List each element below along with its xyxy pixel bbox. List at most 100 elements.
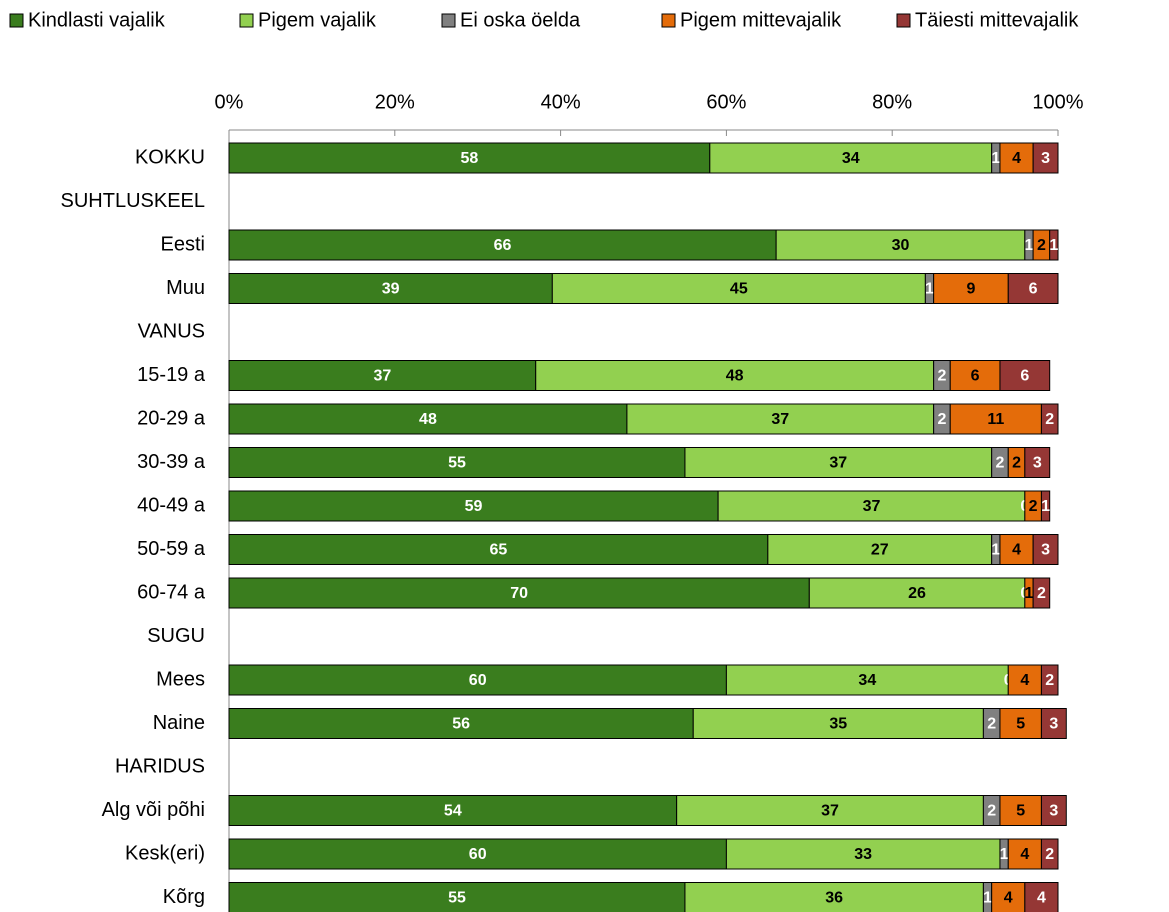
- y-tick-label: Eesti: [161, 233, 205, 255]
- legend-label: Pigem vajalik: [258, 9, 377, 31]
- data-label: 1: [1025, 237, 1034, 254]
- bar-segment: [228, 447, 686, 478]
- bar-segment: [949, 360, 1001, 391]
- data-label: 5: [1016, 716, 1025, 733]
- data-label: 34: [842, 150, 860, 167]
- y-tick-label: Kõrg: [163, 886, 205, 908]
- bar-segment: [1040, 664, 1059, 696]
- data-label: 30: [892, 237, 910, 254]
- data-label: 2: [1037, 237, 1046, 254]
- data-label: 3: [1041, 542, 1050, 559]
- y-tick-label: Kesk(eri): [125, 842, 205, 864]
- y-tick-label: 15-19 a: [137, 364, 206, 386]
- bar-segment: [999, 534, 1034, 565]
- bar-segment: [626, 403, 935, 435]
- bar-segment: [949, 403, 1042, 435]
- data-label: 3: [1041, 150, 1050, 167]
- y-tick-label: 40-49 a: [137, 494, 206, 516]
- y-tick-label: Alg või põhi: [102, 799, 205, 821]
- legend-swatch: [441, 13, 456, 28]
- bar-segment: [684, 447, 993, 478]
- data-label: 1: [925, 281, 934, 298]
- data-label: 4: [1012, 150, 1021, 167]
- data-label: 39: [382, 281, 400, 298]
- data-label: 2: [1037, 585, 1046, 602]
- data-label: 54: [444, 803, 462, 820]
- data-label: 3: [1049, 803, 1058, 820]
- legend-swatch: [239, 13, 254, 28]
- data-label: 55: [448, 455, 466, 472]
- legend-label: Pigem mittevajalik: [680, 9, 842, 31]
- data-label: 27: [871, 542, 889, 559]
- data-label: 26: [908, 585, 926, 602]
- bar-segment: [228, 360, 537, 391]
- y-tick-label: HARIDUS: [115, 755, 205, 777]
- data-label: 66: [494, 237, 512, 254]
- bar-segment: [933, 273, 1009, 304]
- data-label: 2: [987, 803, 996, 820]
- bar-segment: [1040, 708, 1067, 739]
- data-label: 6: [1029, 281, 1038, 298]
- x-tick-label: 80%: [872, 91, 912, 113]
- bar-segment: [1040, 490, 1051, 522]
- data-label: 37: [863, 498, 881, 515]
- y-tick-label: 20-29 a: [137, 407, 206, 429]
- bar-segment: [1007, 664, 1042, 696]
- y-tick-label: SUHTLUSKEEL: [61, 190, 206, 212]
- bar-segment: [228, 534, 769, 565]
- data-label: 2: [1045, 846, 1054, 863]
- data-label: 37: [829, 455, 847, 472]
- y-tick-label: KOKKU: [135, 146, 205, 168]
- legend-swatch: [9, 13, 24, 28]
- y-tick-label: Naine: [153, 712, 205, 734]
- data-label: 11: [987, 411, 1004, 428]
- data-label: 2: [1045, 411, 1054, 428]
- legend-label: Kindlasti vajalik: [28, 9, 166, 31]
- y-tick-label: SUGU: [147, 625, 205, 647]
- bar-segment: [717, 490, 1026, 522]
- data-label: 34: [858, 672, 876, 689]
- bar-segment: [1049, 229, 1059, 261]
- data-label: 6: [1020, 368, 1029, 385]
- bar-segment: [228, 708, 694, 739]
- data-label: 1: [1049, 237, 1058, 254]
- bar-segment: [228, 403, 628, 435]
- data-label: 2: [987, 716, 996, 733]
- data-label: 1: [983, 890, 992, 907]
- data-label: 4: [1004, 890, 1013, 907]
- data-label: 1: [1025, 585, 1034, 602]
- data-label: 45: [730, 281, 748, 298]
- data-label: 9: [967, 281, 976, 298]
- legend-label: Ei oska öelda: [460, 9, 581, 31]
- x-tick-label: 0%: [215, 91, 244, 113]
- data-label: 55: [448, 890, 466, 907]
- bar-segment: [1007, 838, 1042, 870]
- bar-segment: [1040, 403, 1059, 435]
- data-label: 33: [854, 846, 872, 863]
- bar-segment: [725, 664, 1009, 696]
- y-tick-label: VANUS: [138, 320, 205, 342]
- bar-segment: [228, 490, 719, 522]
- bar-segment: [1040, 795, 1067, 826]
- bar-segment: [228, 795, 678, 826]
- data-label: 2: [937, 411, 946, 428]
- data-label: 48: [419, 411, 437, 428]
- y-tick-label: Mees: [156, 668, 205, 690]
- x-tick-label: 100%: [1032, 91, 1083, 113]
- data-label: 58: [461, 150, 479, 167]
- bar-segment: [1040, 838, 1059, 870]
- bar-segment: [228, 142, 711, 174]
- data-label: 4: [1037, 890, 1046, 907]
- bar-segment: [1032, 534, 1059, 565]
- data-label: 37: [373, 368, 391, 385]
- bar-segment: [999, 360, 1051, 391]
- data-label: 2: [996, 455, 1005, 472]
- legend-swatch: [661, 13, 676, 28]
- data-label: 37: [771, 411, 789, 428]
- legend-swatch: [896, 13, 911, 28]
- data-label: 36: [825, 890, 843, 907]
- bar-segment: [999, 708, 1042, 739]
- data-label: 65: [490, 542, 508, 559]
- y-tick-label: 30-39 a: [137, 451, 206, 473]
